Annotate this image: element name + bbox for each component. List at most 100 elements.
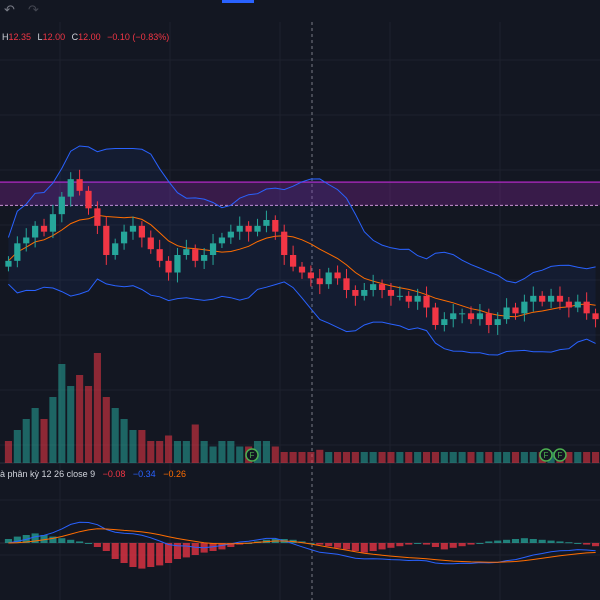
macd-histogram-bar xyxy=(422,543,431,545)
macd-histogram-bar xyxy=(67,539,75,543)
volume-bar xyxy=(31,408,39,463)
candle-body xyxy=(574,301,581,308)
macd-histogram-bar xyxy=(485,541,493,543)
volume-bar xyxy=(147,441,155,463)
candle-body xyxy=(23,237,30,244)
volume-bar xyxy=(271,446,279,463)
candle-body xyxy=(316,278,323,285)
candle-body xyxy=(129,225,137,232)
redo-icon[interactable]: ↷ xyxy=(28,2,39,17)
signal-line xyxy=(8,528,596,563)
volume-bar xyxy=(156,441,164,463)
candle-body xyxy=(32,225,39,238)
volume-bar xyxy=(316,449,324,463)
macd-histogram-bar xyxy=(503,539,511,543)
volume-bar xyxy=(511,452,520,463)
candle-body xyxy=(112,243,119,255)
candle-body xyxy=(565,301,572,308)
candle-body xyxy=(183,249,190,255)
volume-bar xyxy=(467,452,475,463)
candle-body xyxy=(530,295,537,302)
candle-body xyxy=(539,295,546,302)
volume-bar xyxy=(138,430,146,463)
macd-histogram-bar xyxy=(494,540,502,543)
macd-histogram-bar xyxy=(102,543,110,551)
volume-bar xyxy=(129,430,137,463)
high-label: H xyxy=(2,32,9,42)
volume-bar xyxy=(227,441,235,463)
volume-bar xyxy=(405,452,413,463)
macd-histogram-bar xyxy=(378,543,386,550)
ohlc-legend: H12.35 L12.00 C12.00 −0.10 (−0.83%) xyxy=(2,32,173,42)
candle-body xyxy=(370,284,377,290)
macd-histogram-bar xyxy=(111,543,119,559)
macd-histogram-bar xyxy=(591,543,600,547)
volume-bar xyxy=(76,375,84,463)
volume-bar xyxy=(494,452,502,463)
candle-body xyxy=(450,313,457,320)
bollinger-fill xyxy=(8,146,596,355)
undo-icon[interactable]: ↶ xyxy=(4,2,15,17)
volume-bar xyxy=(298,452,306,463)
low-label: L xyxy=(37,32,43,42)
volume-bar xyxy=(334,452,342,463)
macd-histogram-bar xyxy=(31,533,39,543)
candle-body xyxy=(156,249,163,261)
candle-body xyxy=(476,313,484,320)
volume-bar xyxy=(262,441,270,463)
candle-body xyxy=(174,255,181,273)
macd-histogram-bar xyxy=(520,538,528,543)
volume-bar xyxy=(40,419,48,463)
candle-body xyxy=(503,307,510,320)
candle-body xyxy=(138,225,145,238)
candle-body xyxy=(512,307,519,314)
candle-body xyxy=(272,220,279,232)
candle-body xyxy=(67,179,74,197)
macd-histogram-bar xyxy=(120,543,128,563)
event-marker-label: F xyxy=(544,451,549,460)
macd-histogram-bar xyxy=(342,543,351,550)
macd-histogram-bar xyxy=(147,543,155,567)
volume-bar xyxy=(529,452,537,463)
macd-histogram-bar xyxy=(191,543,199,555)
volume-bar xyxy=(173,441,182,463)
candle-body xyxy=(378,284,386,290)
volume-bar xyxy=(200,441,208,463)
macd-name: à phân kỳ xyxy=(0,469,40,479)
candle-body xyxy=(201,255,208,261)
macd-histogram-bar xyxy=(84,543,93,544)
macd-histogram-bar xyxy=(129,543,137,567)
candle-body xyxy=(459,313,466,315)
candle-body xyxy=(263,220,270,226)
volume-bar xyxy=(280,452,288,463)
volume-bar xyxy=(414,452,422,463)
macd-histogram-bar xyxy=(351,543,359,551)
macd-histogram-bar xyxy=(538,539,546,543)
macd-histogram-bar xyxy=(574,543,582,544)
candle-body xyxy=(494,319,501,325)
candle-body xyxy=(467,313,475,320)
macd-histogram-bar xyxy=(511,539,520,543)
candle-body xyxy=(583,301,590,314)
macd-histogram-bar xyxy=(565,542,573,544)
volume-bar xyxy=(13,430,21,463)
macd-histogram-bar xyxy=(93,543,101,547)
volume-bar xyxy=(325,452,333,463)
candle-body xyxy=(547,295,555,302)
bollinger-lower xyxy=(8,278,596,356)
volume-bar xyxy=(458,452,466,463)
volume-bar xyxy=(111,408,119,463)
volume-bar xyxy=(422,452,431,463)
volume-bar xyxy=(396,452,404,463)
volume-bar xyxy=(236,446,244,463)
volume-bar xyxy=(520,452,528,463)
candle-body xyxy=(58,196,65,215)
macd-value-2: −0.34 xyxy=(132,469,156,479)
macd-histogram-bar xyxy=(138,543,146,569)
macd-histogram-bar xyxy=(165,543,173,563)
candle-body xyxy=(423,295,430,308)
candle-body xyxy=(281,231,288,255)
candle-body xyxy=(521,301,528,314)
candle-body xyxy=(405,295,412,302)
